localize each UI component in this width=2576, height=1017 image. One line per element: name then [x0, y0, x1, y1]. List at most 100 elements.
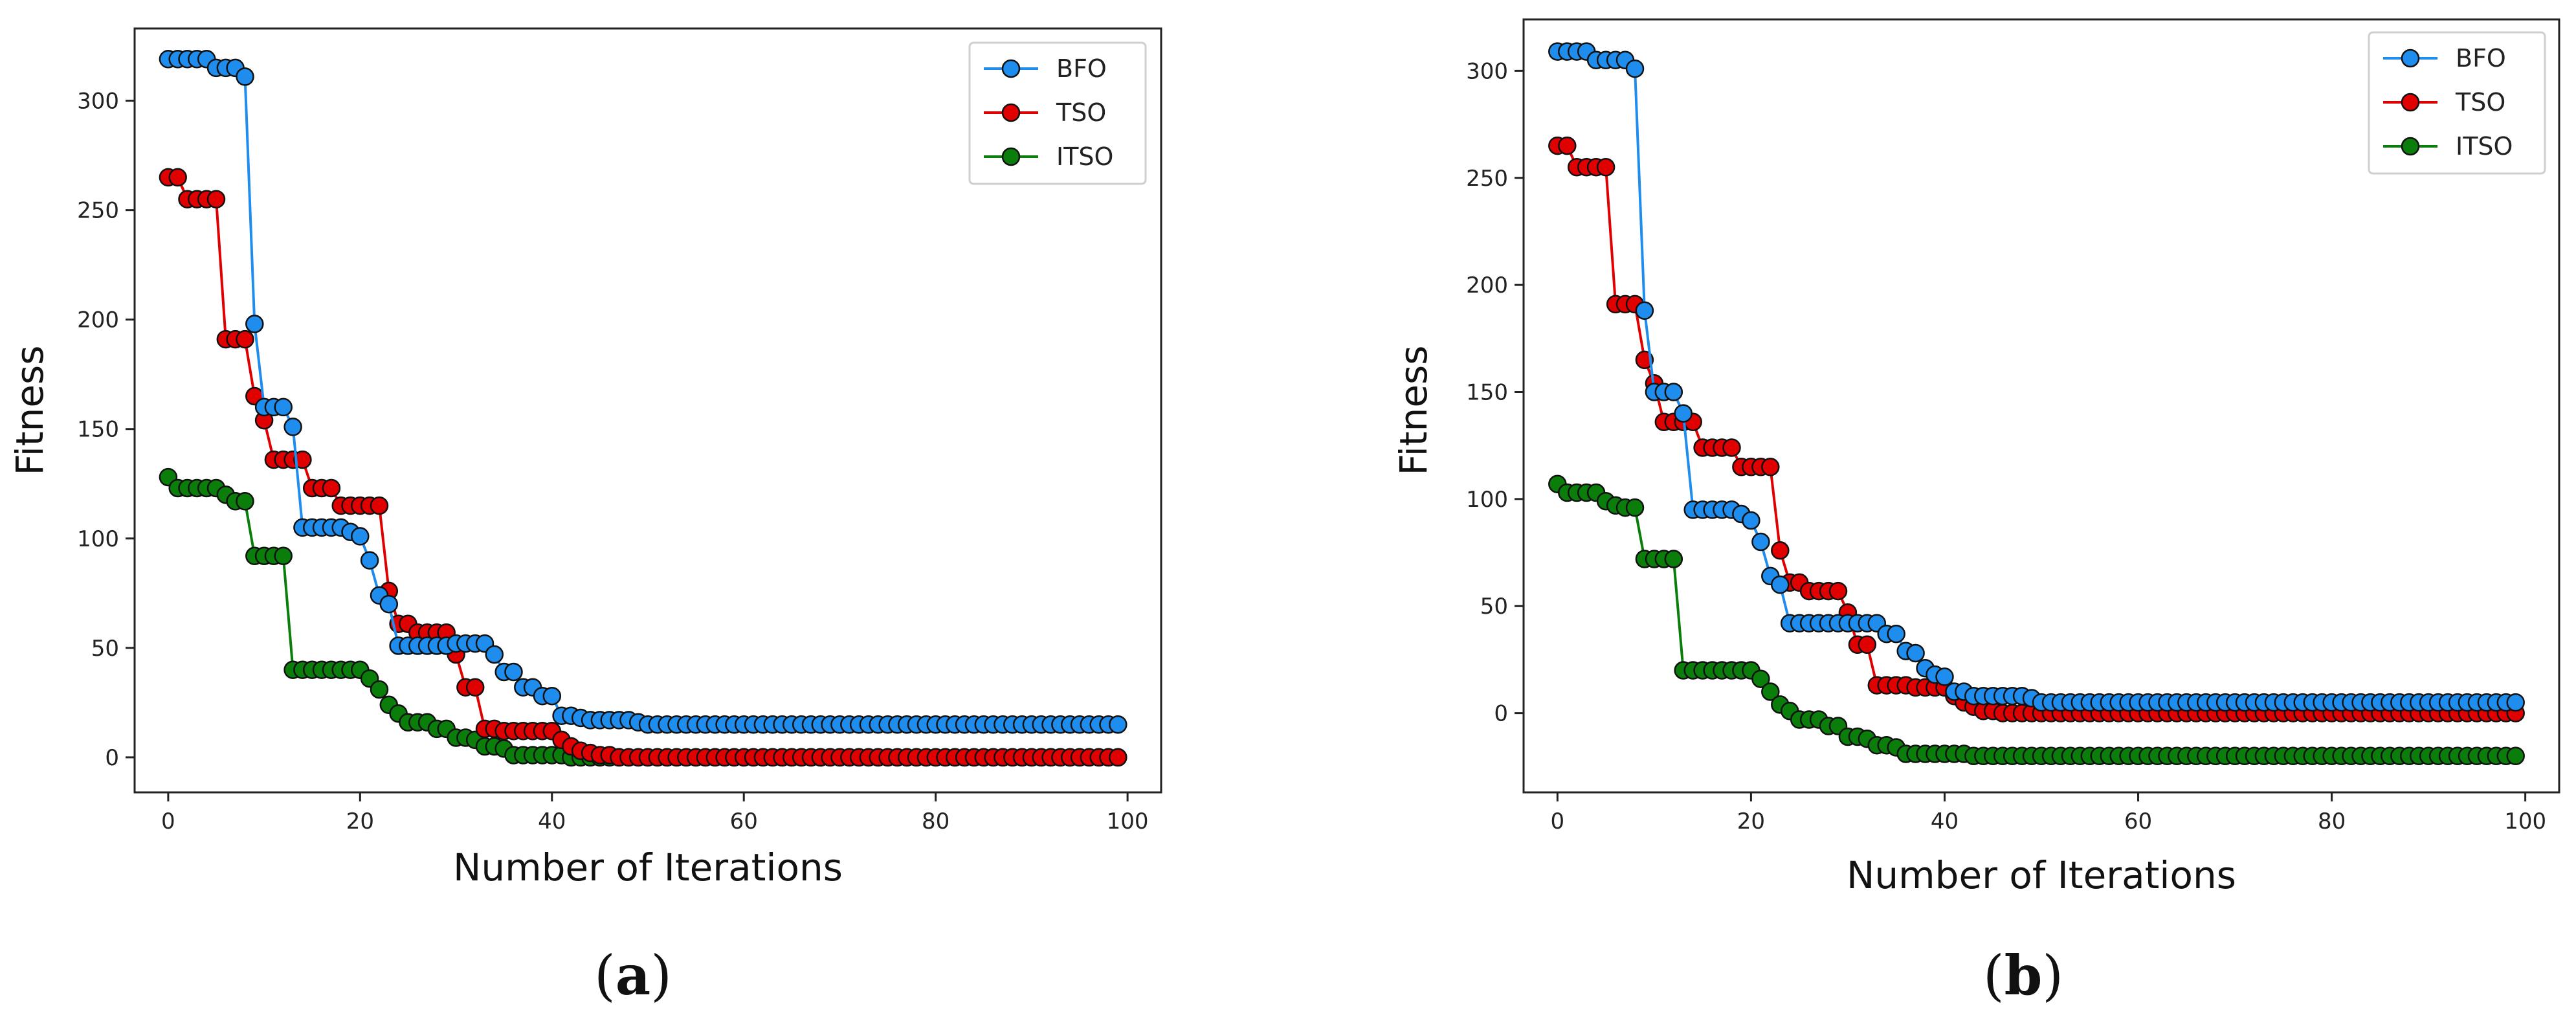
y-tick-label: 250 [77, 198, 119, 224]
data-point-bfo [1109, 715, 1127, 734]
data-point-bfo [274, 397, 293, 417]
y-tick-label: 0 [105, 745, 119, 771]
legend-marker-itso [2401, 137, 2420, 156]
x-axis-label-a: Number of Iterations [453, 845, 843, 889]
legend-marker-itso [1001, 147, 1021, 166]
y-tick-label: 100 [77, 526, 119, 552]
data-point-bfo [1935, 667, 1954, 686]
data-point-tso [1596, 157, 1616, 177]
legend-label-tso: TSO [2455, 88, 2505, 117]
data-point-bfo [504, 662, 523, 682]
legend-marker-bfo [1001, 59, 1021, 78]
series-tso-b [1548, 136, 2525, 722]
x-tick-label: 40 [538, 809, 566, 834]
caption-a: (a) [594, 943, 672, 1007]
data-point-itso [1664, 550, 1683, 568]
y-tick-label: 100 [1466, 487, 1508, 513]
data-point-itso [370, 680, 389, 699]
data-point-bfo [1664, 383, 1683, 401]
y-axis-label-b: Fitness [1392, 346, 1436, 476]
series-bfo-b [1548, 42, 2525, 712]
data-point-tso [236, 330, 254, 349]
chart-panel-b: 0 20 40 60 80 100 0 50 100 150 200 250 300 Number of… [1392, 18, 2560, 1007]
data-point-bfo [1887, 624, 1905, 643]
data-point-bfo [351, 527, 370, 546]
data-point-tso [206, 190, 226, 208]
caption-letter-b: b [2004, 943, 2043, 1007]
y-tick-label: 250 [1466, 166, 1508, 192]
series-layer-a [159, 50, 1127, 767]
data-point-itso [1761, 682, 1780, 701]
legend-label-itso: ITSO [1056, 142, 1113, 171]
data-point-bfo [1625, 59, 1645, 78]
legend-label-tso: TSO [1056, 98, 1106, 127]
data-point-itso [1625, 498, 1645, 517]
chart-panel-a: 0 20 40 60 80 100 0 50 100 150 200 250 300 Number of… [8, 27, 1162, 1007]
legend-label-bfo: BFO [2456, 44, 2506, 73]
data-point-bfo [542, 686, 562, 706]
data-point-tso [1771, 541, 1790, 560]
data-point-tso [1109, 748, 1127, 767]
data-point-tso [1858, 635, 1877, 654]
y-tick-label: 200 [1466, 273, 1508, 298]
y-tick-label: 200 [77, 307, 119, 333]
x-tick-label: 40 [1931, 809, 1959, 834]
axis-ticks-b: 0 20 40 60 80 100 0 50 100 150 200 250 300 [1466, 58, 2546, 834]
data-point-bfo [283, 418, 302, 436]
data-point-bfo [245, 315, 264, 333]
x-tick-label: 60 [730, 809, 758, 834]
data-point-tso [1722, 438, 1741, 457]
data-point-bfo [1674, 404, 1693, 423]
legend-a: BFO TSO ITSO [968, 41, 1147, 185]
data-point-tso [322, 478, 341, 498]
x-tick-label: 0 [1551, 809, 1565, 834]
plot-area-a [133, 27, 1162, 794]
series-itso-b [1548, 475, 2525, 766]
legend-marker-bfo [2401, 49, 2420, 68]
legend-b: BFO TSO ITSO [2368, 31, 2546, 175]
series-layer-b [1548, 42, 2525, 766]
x-tick-label: 20 [1737, 809, 1765, 834]
data-point-tso [293, 450, 312, 469]
y-tick-label: 300 [1466, 58, 1508, 84]
x-tick-label: 100 [2504, 809, 2546, 834]
data-point-bfo [1742, 511, 1760, 530]
y-tick-label: 300 [77, 89, 119, 115]
series-bfo-a [159, 50, 1127, 734]
data-point-bfo [1635, 301, 1654, 320]
y-axis-label-a: Fitness [8, 346, 52, 476]
caption-b: (b) [1983, 943, 2063, 1007]
y-tick-label: 150 [1466, 380, 1508, 406]
legend-marker-tso [1001, 103, 1021, 122]
x-tick-label: 80 [2318, 809, 2346, 834]
data-point-bfo [1751, 532, 1770, 552]
data-point-itso [2506, 746, 2525, 766]
data-point-tso [1558, 136, 1577, 155]
y-tick-label: 50 [91, 636, 119, 662]
axis-ticks-a: 0 20 40 60 80 100 0 50 100 150 200 250 300 [77, 89, 1148, 834]
x-tick-label: 60 [2124, 809, 2152, 834]
legend-label-itso: ITSO [2456, 132, 2513, 161]
plot-area-b [1522, 18, 2560, 794]
data-point-bfo [1771, 575, 1790, 594]
legend-marker-tso [2401, 93, 2420, 112]
data-point-tso [465, 678, 485, 697]
data-point-tso [168, 168, 187, 187]
caption-letter-a: a [616, 943, 650, 1007]
x-tick-label: 0 [161, 809, 175, 834]
y-tick-label: 50 [1480, 594, 1508, 620]
data-point-tso [1828, 581, 1848, 601]
x-axis-label-b: Number of Iterations [1847, 853, 2236, 897]
y-tick-label: 0 [1494, 701, 1508, 727]
data-point-itso [236, 492, 254, 511]
legend-label-bfo: BFO [1056, 54, 1107, 83]
x-tick-label: 80 [922, 809, 949, 834]
series-tso-a [159, 168, 1127, 767]
data-point-tso [1761, 458, 1780, 476]
data-point-bfo [379, 594, 399, 614]
data-point-bfo [1906, 643, 1925, 663]
data-point-itso [274, 546, 293, 566]
x-tick-label: 100 [1107, 809, 1149, 834]
data-point-itso [1751, 669, 1770, 688]
